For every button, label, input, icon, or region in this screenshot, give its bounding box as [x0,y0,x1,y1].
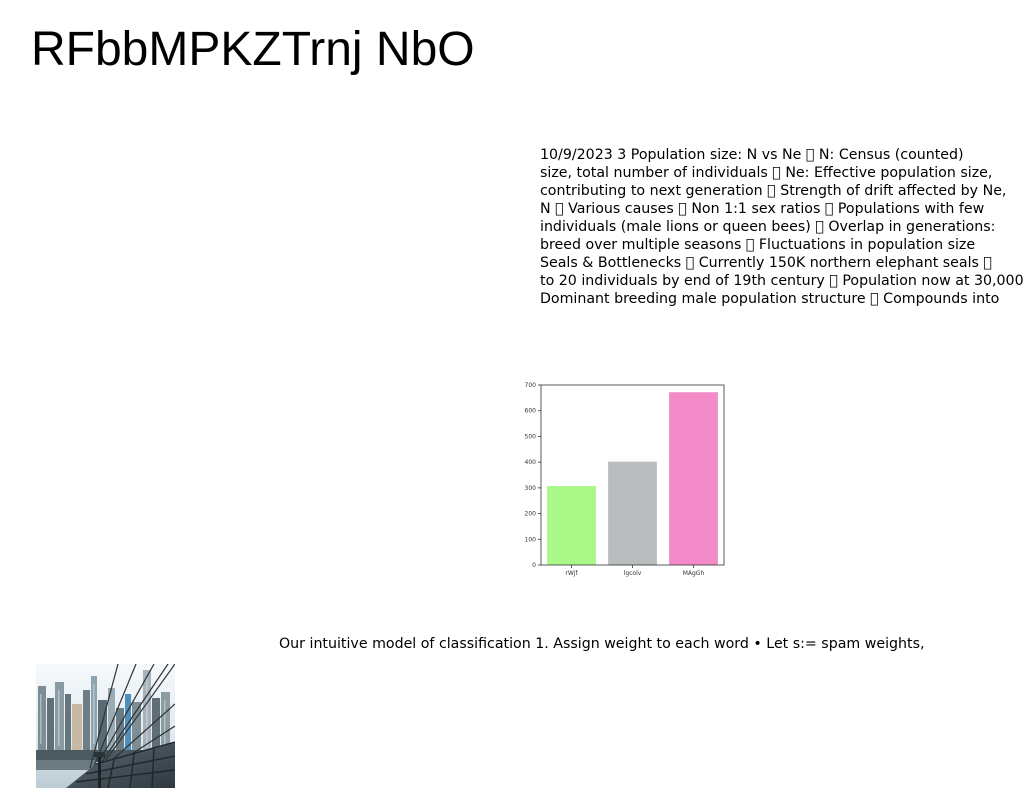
x-tick-label: rWjf [565,570,578,577]
page-title: RFbbMPKZTrnj NbO [31,23,475,76]
text-line: individuals (male lions or queen bees)  … [540,219,996,235]
bar [608,461,657,565]
y-tick-label: 200 [525,511,537,518]
slide-caption: Our intuitive model of classification 1.… [279,636,925,652]
text-line: to 20 individuals by end of 19th century… [540,273,1024,289]
y-tick-label: 0 [532,562,536,569]
text-line: contributing to next generation   Streng… [540,183,1007,199]
y-tick-label: 300 [525,485,537,492]
slide-text-block: 10/9/2023 3 Population size: N vs Ne   N… [540,146,1024,308]
text-line: Dominant breeding male population struct… [540,291,1000,307]
x-tick-label: lgcolv [624,570,642,577]
city-skyline-photo [36,664,175,788]
text-line: 10/9/2023 3 Population size: N vs Ne   N… [540,147,964,163]
text-line: Seals & Bottlenecks   Currently 150K nor… [540,255,992,271]
text-line: size, total number of individuals   Ne: … [540,165,993,181]
plot-frame [540,384,725,566]
text-line: breed over multiple seasons   Fluctuatio… [540,237,976,253]
bar-chart: 0 100 200 300 400 500 600 700 rWjf lgcolv MAgGh [519,378,729,580]
x-tick-label: MAgGh [683,570,705,577]
bar [547,486,596,565]
city-skyline-image [36,664,175,788]
bar [669,392,718,565]
bar-chart-svg: 0 100 200 300 400 500 600 700 rWjf lgcolv MAgGh [525,382,725,577]
y-tick-label: 400 [525,459,537,466]
text-line: N   Various causes   Non 1:1 sex ratios … [540,201,985,217]
y-tick-label: 500 [525,433,537,440]
y-tick-label: 100 [525,536,537,543]
y-tick-label: 700 [525,382,537,389]
y-tick-label: 600 [525,408,537,415]
